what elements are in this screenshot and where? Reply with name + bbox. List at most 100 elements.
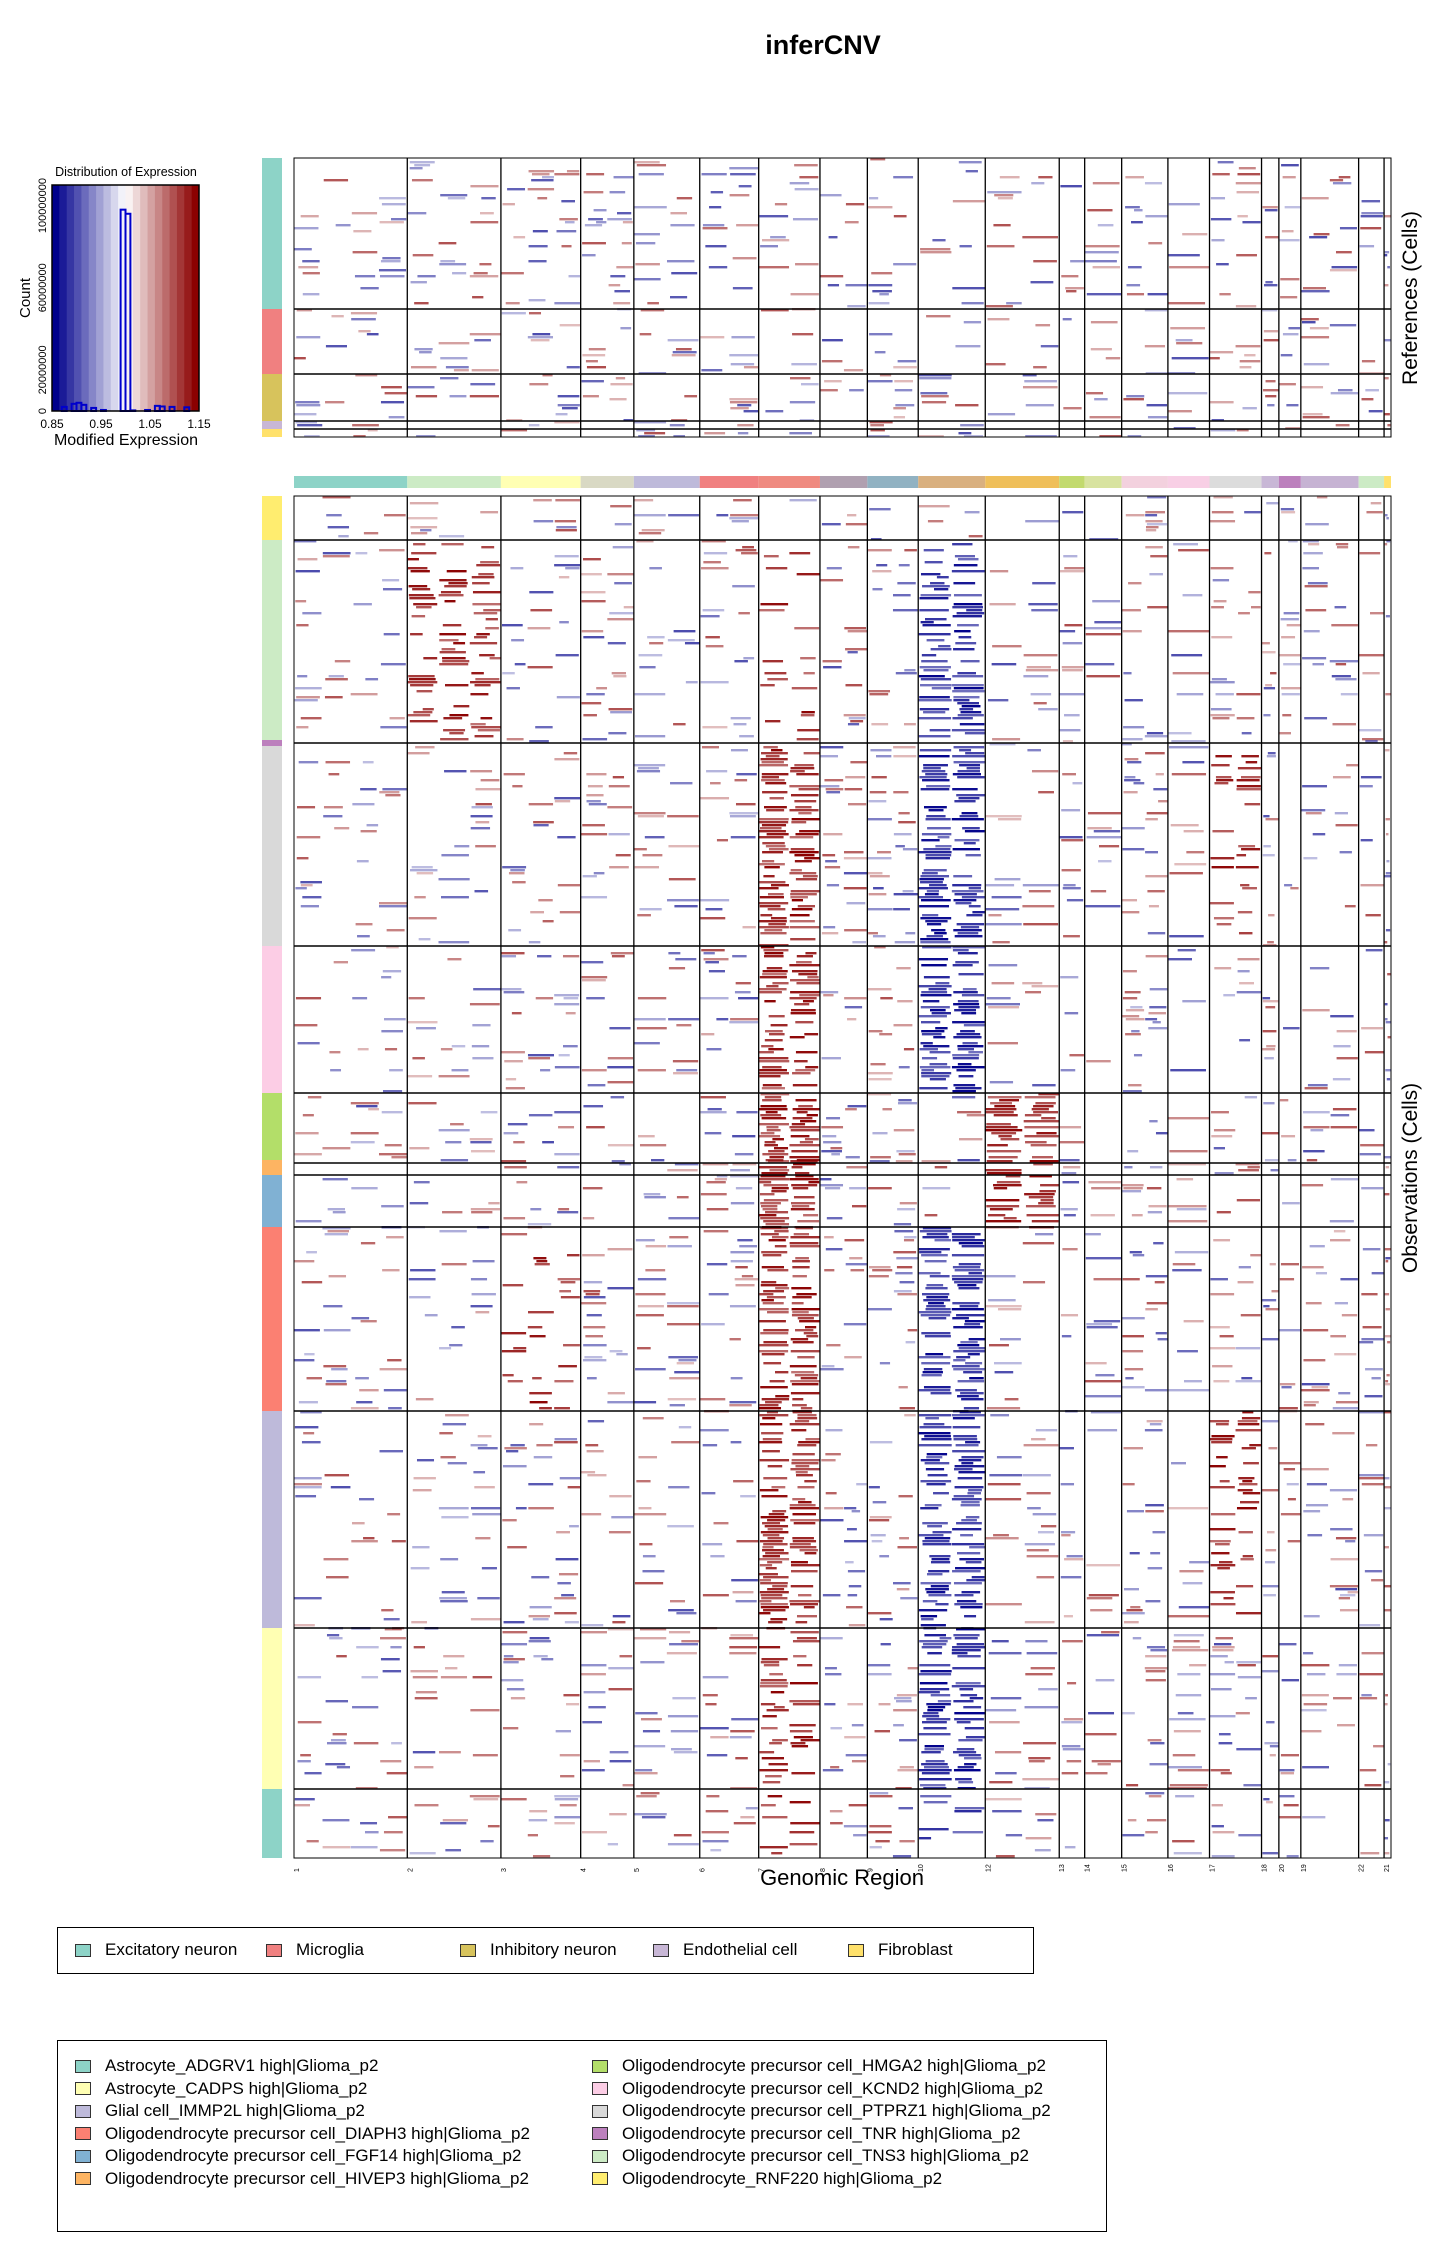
- heatmap-cell: [443, 729, 466, 732]
- heatmap-cell: [851, 1510, 861, 1513]
- heatmap-cell: [1063, 1718, 1084, 1721]
- heatmap-cell: [964, 1763, 977, 1766]
- heatmap-cell: [737, 1239, 753, 1242]
- heatmap-cell: [558, 1126, 575, 1129]
- heatmap-cell: [1177, 1350, 1198, 1353]
- heatmap-cell: [1153, 788, 1168, 791]
- heatmap-cell: [808, 1181, 820, 1184]
- heatmap-cell: [1214, 782, 1229, 785]
- heatmap-cell: [868, 1519, 890, 1522]
- heatmap-cell: [795, 1329, 814, 1332]
- heatmap-cell: [758, 1060, 790, 1063]
- heatmap-cell: [529, 740, 549, 743]
- heatmap-cell: [731, 1579, 758, 1582]
- heatmap-cell: [791, 1462, 819, 1465]
- heatmap-cell: [701, 1033, 715, 1036]
- heatmap-cell: [701, 540, 726, 543]
- heatmap-cell: [1029, 1160, 1059, 1163]
- heatmap-cell: [636, 1480, 651, 1483]
- heatmap-cell: [1060, 185, 1082, 188]
- heatmap-cell: [765, 1223, 790, 1226]
- heatmap-cell: [702, 1676, 729, 1679]
- heatmap-cell: [1064, 1846, 1076, 1849]
- heatmap-cell: [700, 899, 730, 902]
- heatmap-cell: [1262, 997, 1271, 1000]
- heatmap-cell: [847, 514, 857, 517]
- heatmap-cell: [1385, 929, 1391, 932]
- heatmap-cell: [761, 1432, 784, 1435]
- heatmap-cell: [927, 1474, 948, 1477]
- heatmap-cell: [667, 1305, 699, 1308]
- heatmap-cell: [794, 800, 817, 803]
- heatmap-cell: [775, 1287, 790, 1290]
- heatmap-cell: [1144, 1389, 1168, 1392]
- heatmap-cell: [926, 639, 945, 642]
- heatmap-cell: [921, 395, 949, 398]
- heatmap-cell: [1131, 221, 1143, 224]
- heatmap-cell: [762, 1254, 782, 1257]
- heatmap-cell: [759, 1320, 786, 1323]
- heatmap-cell: [759, 1069, 787, 1072]
- heatmap-cell: [1155, 1332, 1167, 1335]
- heatmap-cell: [794, 1420, 810, 1423]
- heatmap-cell: [294, 1426, 319, 1429]
- heatmap-cell: [1146, 523, 1168, 526]
- heatmap-cell: [821, 1126, 844, 1129]
- heatmap-cell: [735, 549, 757, 552]
- heatmap-cell: [951, 729, 985, 732]
- heatmap-cell: [1371, 1272, 1384, 1275]
- heatmap-cell: [1238, 1266, 1251, 1269]
- heatmap-cell: [1121, 609, 1141, 612]
- heatmap-cell: [378, 902, 407, 905]
- heatmap-cell: [759, 764, 789, 767]
- heatmap-cell: [1335, 543, 1349, 546]
- heatmap-cell: [1155, 1132, 1168, 1135]
- heatmap-cell: [1303, 1150, 1325, 1153]
- heatmap-cell: [294, 1483, 322, 1486]
- heatmap-cell: [1041, 1117, 1056, 1120]
- heatmap-cell: [736, 773, 757, 776]
- heatmap-cell: [1217, 1567, 1230, 1570]
- heatmap-cell: [1059, 1141, 1085, 1144]
- heatmap-cell: [1236, 1748, 1262, 1751]
- heatmap-cell: [961, 812, 978, 815]
- heatmap-cell: [1147, 890, 1165, 893]
- heatmap-cell: [635, 1314, 664, 1317]
- heatmap-cell: [413, 603, 438, 606]
- heatmap-cell: [644, 432, 666, 435]
- heatmap-cell: [533, 821, 554, 824]
- heatmap-cell: [762, 1066, 782, 1069]
- heatmap-cell: [294, 1329, 320, 1332]
- heatmap-cell: [350, 693, 378, 696]
- heatmap-cell: [921, 839, 940, 842]
- chromosome-tick-17: 17: [1210, 1864, 1217, 1872]
- heatmap-cell: [596, 687, 608, 690]
- heatmap-cell: [636, 540, 654, 543]
- heatmap-cell: [847, 1105, 867, 1108]
- legend-item: Astrocyte_ADGRV1 high|Glioma_p2: [75, 2056, 378, 2076]
- heatmap-cell: [919, 1828, 949, 1831]
- heatmap-cell: [1281, 511, 1296, 514]
- heatmap-cell: [927, 827, 951, 830]
- heatmap-cell: [920, 1670, 952, 1673]
- heatmap-cell: [1062, 642, 1083, 645]
- heatmap-cell: [849, 389, 864, 392]
- heatmap-cell: [586, 1450, 604, 1453]
- group-bar-segment: [262, 540, 282, 740]
- heatmap-cell: [1037, 1819, 1054, 1822]
- heatmap-cell: [1149, 1006, 1167, 1009]
- heatmap-cell: [800, 714, 815, 717]
- heatmap-cell: [386, 1772, 408, 1775]
- heatmap-cell: [1329, 1220, 1354, 1223]
- heatmap-cell: [1211, 866, 1234, 869]
- heatmap-cell: [920, 684, 952, 687]
- heatmap-cell: [761, 1266, 785, 1269]
- heatmap-cell: [1263, 1102, 1275, 1105]
- heatmap-cell: [1387, 1036, 1391, 1039]
- heatmap-cell: [530, 609, 553, 612]
- heatmap-cell: [987, 1042, 1018, 1045]
- heatmap-cell: [759, 1181, 772, 1184]
- heatmap-cell: [867, 435, 890, 438]
- heatmap-cell: [386, 946, 399, 949]
- heatmap-cell: [965, 1561, 982, 1564]
